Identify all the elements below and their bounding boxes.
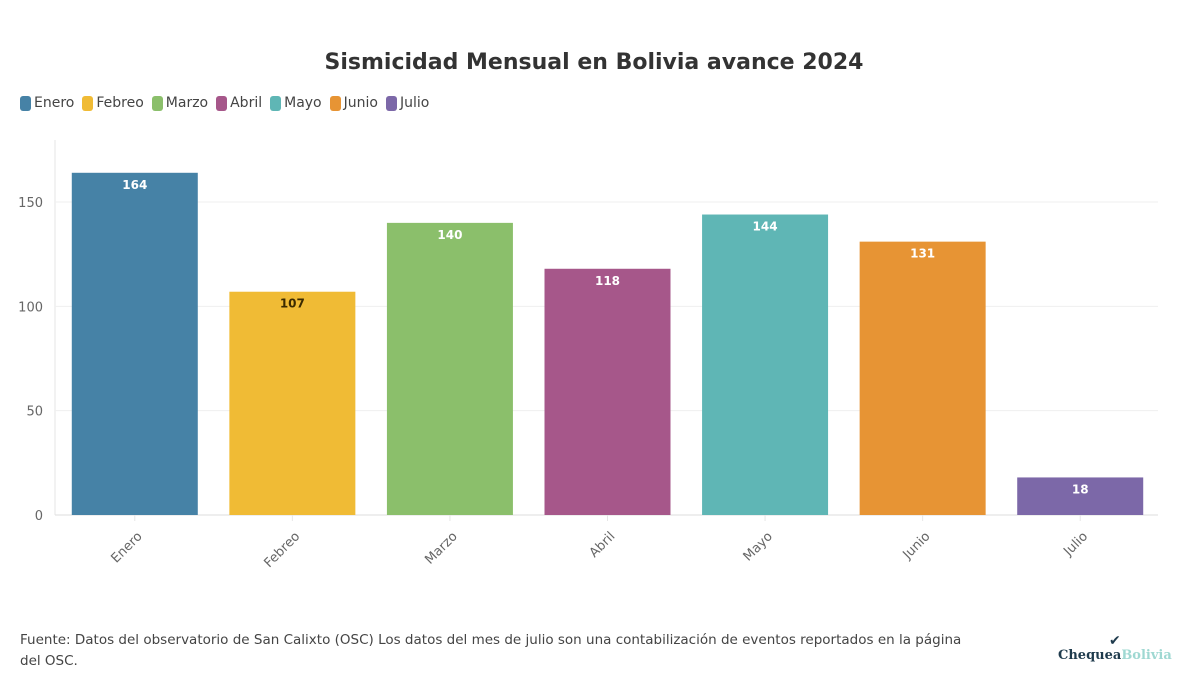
x-tick-label: Febreo [261,529,303,571]
bar-chart: 0 50 100 150 164 Enero 107 Febreo 140 Marzo 118 Abr… [18,140,1158,571]
source-note: Fuente: Datos del observatorio de San Ca… [20,632,962,669]
legend-item-mayo[interactable]: Mayo [270,95,322,111]
x-tick-label: Enero [109,529,146,566]
check-icon: ✔ [1109,633,1121,649]
data-label: 118 [595,274,620,288]
legend-swatch [270,95,282,111]
legend-label: Junio [343,95,378,111]
legend-item-junio[interactable]: Junio [329,95,378,111]
legend-swatch [82,95,94,111]
x-tick-label: Junio [900,529,934,563]
data-label: 131 [910,247,935,261]
bar-abril [544,268,671,515]
y-tick-label: 0 [35,509,43,524]
data-label: 144 [753,220,778,234]
legend: Enero Febreo Marzo Abril Mayo Junio Julio [20,95,429,111]
data-label: 164 [122,178,147,192]
legend-label: Marzo [165,95,209,111]
data-label: 18 [1072,482,1089,496]
legend-label: Febreo [96,95,144,111]
logo-text-part2: Bolivia [1121,648,1172,663]
x-tick-label: Abril [587,529,619,561]
data-label: 140 [437,228,462,242]
legend-item-enero[interactable]: Enero [20,95,74,111]
x-tick-label: Julio [1060,529,1091,560]
legend-swatch [385,95,397,111]
legend-item-febreo[interactable]: Febreo [82,95,144,111]
legend-label: Julio [399,95,430,111]
chart-title: Sismicidad Mensual en Bolivia avance 202… [324,50,864,75]
legend-swatch [151,95,163,111]
y-tick-label: 100 [18,300,43,315]
legend-swatch [216,95,228,111]
legend-item-marzo[interactable]: Marzo [151,95,209,111]
bar-marzo [386,222,513,515]
x-tick-label: Marzo [422,529,460,567]
bar-mayo [702,214,829,515]
bar-julio [1017,477,1144,515]
legend-label: Enero [34,95,75,111]
x-tick-label: Mayo [741,529,776,564]
y-tick-label: 150 [18,196,43,211]
legend-label: Mayo [284,95,322,111]
legend-item-abril[interactable]: Abril [216,95,262,111]
legend-swatch [20,95,31,111]
chequeabolivia-logo: ✔ ChequeaBolivia [1058,634,1172,663]
logo-text-part1: Chequea [1058,648,1122,663]
bar-febreo [229,291,356,515]
legend-swatch [329,95,341,111]
bar-junio [859,241,986,515]
data-label: 107 [280,297,305,311]
legend-item-julio[interactable]: Julio [385,95,430,111]
legend-label: Abril [230,95,263,111]
bar-enero [71,172,198,515]
y-tick-label: 50 [26,405,43,420]
